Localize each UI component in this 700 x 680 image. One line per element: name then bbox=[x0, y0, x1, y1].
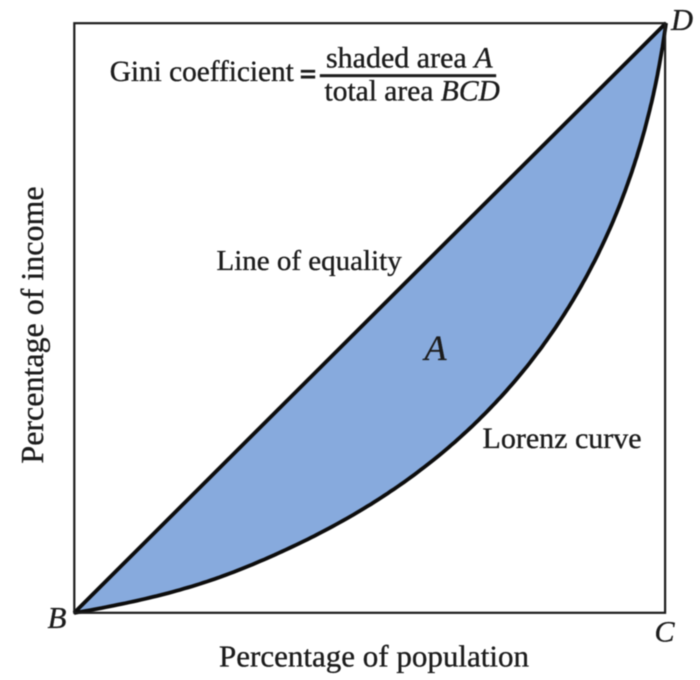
svg-text:Line of equality: Line of equality bbox=[217, 245, 403, 277]
svg-text:B: B bbox=[48, 600, 67, 635]
svg-text:D: D bbox=[670, 3, 693, 37]
svg-text:Percentage of income: Percentage of income bbox=[14, 186, 50, 463]
svg-text:total area BCD: total area BCD bbox=[325, 76, 500, 108]
svg-text:Percentage of population: Percentage of population bbox=[219, 639, 529, 674]
svg-text:C: C bbox=[655, 616, 676, 649]
svg-text:Lorenz curve: Lorenz curve bbox=[483, 422, 642, 455]
svg-text:shaded area A: shaded area A bbox=[326, 42, 493, 75]
svg-text:Gini coefficient: Gini coefficient bbox=[110, 56, 294, 88]
svg-text:A: A bbox=[423, 328, 448, 368]
